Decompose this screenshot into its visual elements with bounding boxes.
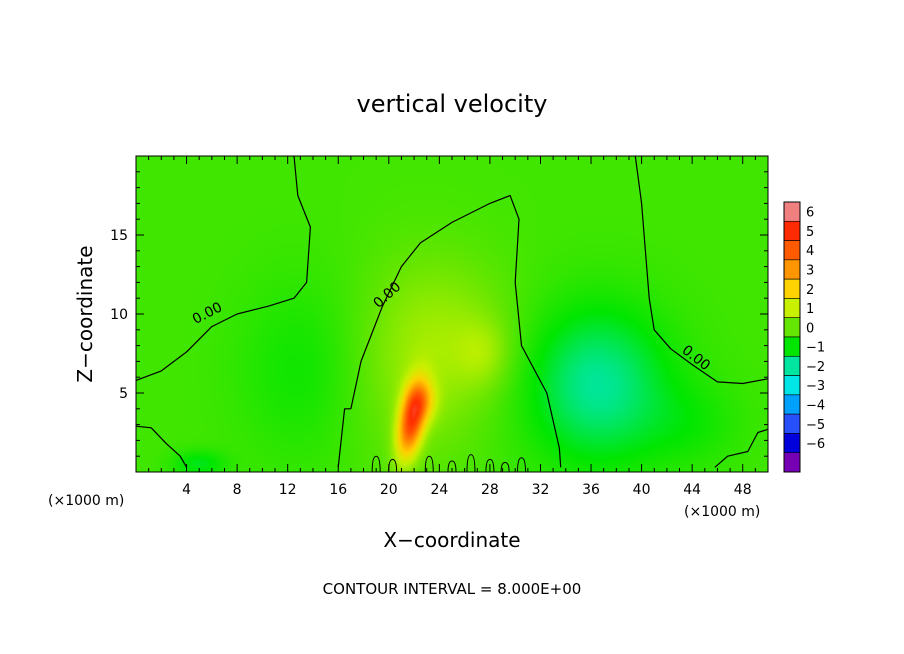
contour-line — [485, 458, 495, 472]
colorbar-label: −5 — [806, 418, 825, 433]
contour-line — [500, 462, 510, 472]
colorbar-label: −3 — [806, 379, 825, 394]
contour-line — [466, 454, 476, 472]
colorbar-swatch — [783, 259, 801, 280]
x-axis-label: X−coordinate — [383, 528, 520, 552]
contour-line — [714, 428, 768, 468]
colorbar-label: 4 — [806, 244, 814, 259]
colorbar-label: 5 — [806, 225, 814, 240]
y-axis-label: Z−coordinate — [73, 245, 97, 382]
colorbar-label: 6 — [806, 206, 814, 221]
colorbar: 6 5 4 3 2 1 0 −1 −2 −3 −4 −5 −6 — [783, 201, 825, 473]
x-tick-label: 4 — [182, 482, 191, 498]
contour-lines — [136, 156, 768, 472]
colorbar-swatch — [783, 201, 801, 222]
colorbar-label: −1 — [806, 341, 825, 356]
colorbar-swatch — [783, 375, 801, 396]
colorbar-swatch — [783, 220, 801, 241]
contour-line — [337, 408, 351, 468]
y-axis-ticks: 5 10 15 — [110, 171, 768, 457]
contour-line — [447, 460, 457, 472]
x-tick-label: 44 — [683, 482, 701, 498]
colorbar-label: 1 — [806, 302, 814, 317]
chart-title: vertical velocity — [357, 90, 548, 118]
colorbar-label: 2 — [806, 283, 814, 298]
velocity-field — [136, 156, 768, 472]
colorbar-label: 0 — [806, 321, 814, 336]
y-tick-label: 10 — [110, 307, 128, 323]
x-axis-unit-right: (×1000 m) — [684, 504, 760, 520]
colorbar-swatch — [783, 433, 801, 454]
colorbar-swatch — [783, 452, 801, 473]
colorbar-swatch — [783, 317, 801, 338]
x-tick-label: 36 — [582, 482, 600, 498]
colorbar-swatch — [783, 240, 801, 261]
x-tick-label: 40 — [633, 482, 651, 498]
colorbar-swatch — [783, 394, 801, 415]
contour-line — [517, 457, 527, 472]
contour-line — [371, 455, 381, 472]
colorbar-swatch — [783, 355, 801, 376]
contour-interval-note: CONTOUR INTERVAL = 8.000E+00 — [323, 580, 582, 598]
colorbar-frame — [783, 201, 801, 473]
x-axis-unit-left: (×1000 m) — [48, 493, 124, 509]
plot-area: 0.000.000.00 4 8 12 16 20 24 28 32 36 40 44 48 5101… — [110, 155, 769, 498]
colorbar-swatch — [783, 278, 801, 299]
x-tick-label: 20 — [380, 482, 398, 498]
x-tick-label: 8 — [233, 482, 242, 498]
contour-line — [424, 455, 434, 472]
x-tick-label: 48 — [734, 482, 752, 498]
colorbar-label: 3 — [806, 264, 814, 279]
x-tick-label: 16 — [329, 482, 347, 498]
y-tick-label: 5 — [119, 386, 128, 402]
x-tick-label: 32 — [532, 482, 550, 498]
colorbar-label: −2 — [806, 360, 825, 375]
contour-line — [136, 156, 311, 381]
colorbar-swatch — [783, 413, 801, 434]
x-tick-label: 24 — [430, 482, 448, 498]
colorbar-swatch — [783, 336, 801, 357]
colorbar-swatch — [783, 298, 801, 319]
colorbar-label: −4 — [806, 399, 825, 414]
colorbar-label: −6 — [806, 437, 825, 452]
x-axis-ticks: 4 8 12 16 20 24 28 32 36 40 44 48 — [148, 156, 756, 498]
y-tick-label: 15 — [110, 228, 128, 244]
x-tick-label: 28 — [481, 482, 499, 498]
contour-line — [350, 194, 562, 468]
contour-line — [634, 156, 768, 385]
contour-line — [136, 425, 188, 468]
x-tick-label: 12 — [279, 482, 297, 498]
